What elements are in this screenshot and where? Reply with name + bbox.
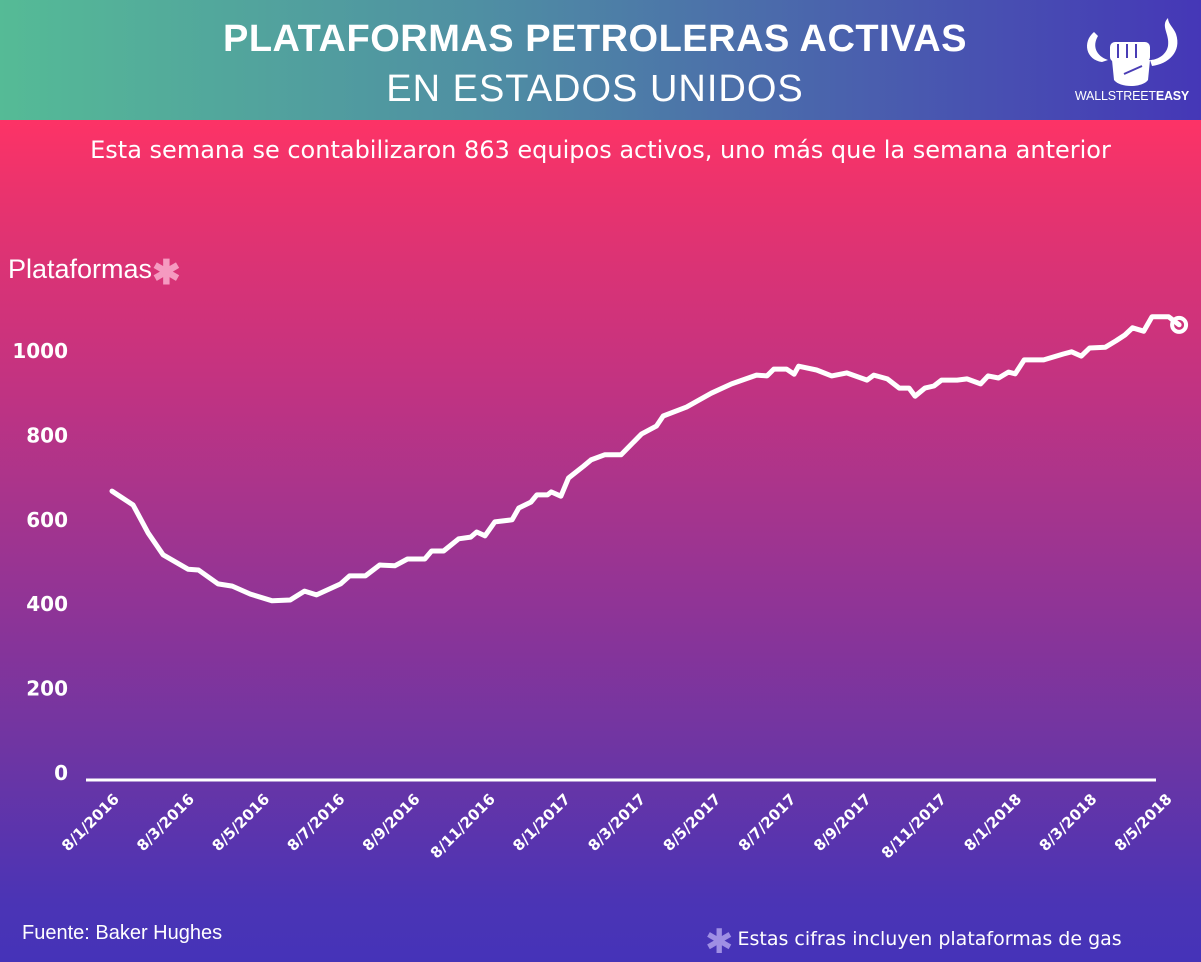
- logo-text-light: WALLSTREET: [1074, 89, 1156, 103]
- x-tick-label: 8/7/2017: [735, 790, 800, 855]
- x-tick-label: 8/1/2018: [960, 790, 1025, 855]
- logo-text-bold: EASY: [1155, 89, 1190, 103]
- wallstreeteasy-logo: WALLSTREETEASY: [1072, 12, 1192, 112]
- x-tick-label: 8/3/2017: [584, 790, 649, 855]
- x-tick-label: 8/1/2016: [58, 790, 123, 855]
- y-tick-label: 200: [26, 677, 68, 701]
- x-tick-label: 8/9/2017: [810, 790, 875, 855]
- asterisk-icon: ✱: [705, 922, 734, 962]
- x-tick-label: 8/3/2016: [133, 790, 198, 855]
- y-tick-label: 400: [26, 592, 68, 616]
- source-note: Fuente: Baker Hughes: [22, 922, 223, 944]
- y-axis-label: Plataformas✱: [8, 247, 181, 292]
- y-tick-label: 0: [54, 761, 68, 785]
- bull-horns-fist-icon: [1087, 18, 1178, 86]
- asterisk-icon: ✱: [152, 254, 181, 292]
- x-tick-label: 8/9/2016: [359, 790, 424, 855]
- x-tick-label: 8/7/2016: [284, 790, 349, 855]
- x-tick-label: 8/5/2017: [660, 790, 725, 855]
- footnote-text: Estas cifras incluyen plataformas de gas: [737, 928, 1122, 950]
- x-tick-label: 8/11/2017: [878, 790, 950, 862]
- x-tick-label: 8/3/2018: [1036, 790, 1101, 855]
- footnote: ✱ Estas cifras incluyen plataformas de ga…: [705, 914, 1122, 962]
- y-axis-ticks: 0 200 400 600 800 1000: [12, 339, 68, 785]
- x-tick-label: 8/5/2016: [208, 790, 273, 855]
- y-tick-label: 800: [26, 423, 68, 447]
- header-banner: PLATAFORMAS PETROLERAS ACTIVAS EN ESTADO…: [0, 0, 1201, 120]
- chart-subtitle: Esta semana se contabilizaron 863 equipo…: [90, 136, 1111, 164]
- x-axis-ticks: 8/1/2016 8/3/2016 8/5/2016 8/7/2016 8/9/2016…: [58, 790, 1176, 862]
- last-point-marker: [1170, 315, 1189, 334]
- chart-title-line2: EN ESTADOS UNIDOS: [386, 68, 804, 110]
- x-tick-label: 8/1/2017: [509, 790, 574, 855]
- logo-wordmark: WALLSTREETEASY: [1072, 89, 1192, 103]
- series-line-plataformas: [109, 314, 1182, 604]
- y-tick-label: 1000: [12, 339, 68, 363]
- chart-title: PLATAFORMAS PETROLERAS ACTIVAS: [222, 18, 968, 60]
- y-tick-label: 600: [26, 508, 68, 532]
- y-axis-label-text: Plataformas: [8, 254, 153, 284]
- x-tick-label: 8/5/2018: [1111, 790, 1176, 855]
- x-tick-label: 8/11/2016: [427, 790, 499, 862]
